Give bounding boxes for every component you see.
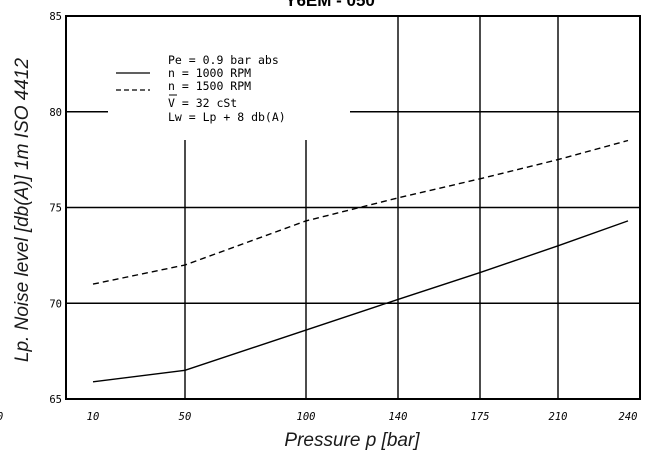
- y-tick-label: 70: [49, 298, 62, 310]
- y-tick-labels: 65 70 75 80 85: [49, 11, 62, 406]
- x-tick-label: 0: [0, 411, 3, 423]
- legend: Pe = 0.9 bar abs n = 1000 RPM n = 1500 R…: [108, 42, 350, 130]
- x-tick-label: 10: [87, 411, 100, 423]
- x-tick-labels: 0 10 50 100 140 175 210 240: [0, 411, 637, 423]
- series-line-n1000: [93, 221, 628, 382]
- legend-line-n1000: n = 1000 RPM: [168, 66, 251, 80]
- y-tick-label: 85: [49, 11, 62, 23]
- y-tick-label: 65: [49, 394, 62, 406]
- x-axis-label: Pressure p [bar]: [284, 430, 420, 451]
- y-axis-label: Lp. Noise level [db(A)] 1m ISO 4412: [12, 57, 33, 362]
- chart-title: Y6EM - 050: [285, 0, 375, 10]
- y-tick-label: 80: [49, 107, 62, 119]
- x-tick-label: 240: [619, 411, 638, 423]
- x-tick-label: 140: [389, 411, 408, 423]
- legend-line-viscosity: V = 32 cSt: [168, 96, 237, 110]
- legend-line-lw: Lw = Lp + 8 db(A): [168, 110, 286, 124]
- x-tick-label: 175: [471, 411, 490, 423]
- x-tick-label: 50: [179, 411, 192, 423]
- legend-line-pe: Pe = 0.9 bar abs: [168, 53, 279, 67]
- series-line-n1500: [93, 141, 628, 285]
- x-tick-label: 210: [549, 411, 568, 423]
- series-layer: [93, 141, 628, 382]
- legend-line-n1500: n = 1500 RPM: [168, 79, 251, 93]
- y-tick-label: 75: [49, 203, 62, 215]
- x-tick-label: 100: [297, 411, 316, 423]
